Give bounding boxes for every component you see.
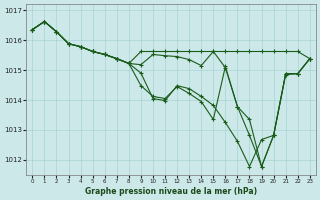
X-axis label: Graphe pression niveau de la mer (hPa): Graphe pression niveau de la mer (hPa)	[85, 187, 257, 196]
